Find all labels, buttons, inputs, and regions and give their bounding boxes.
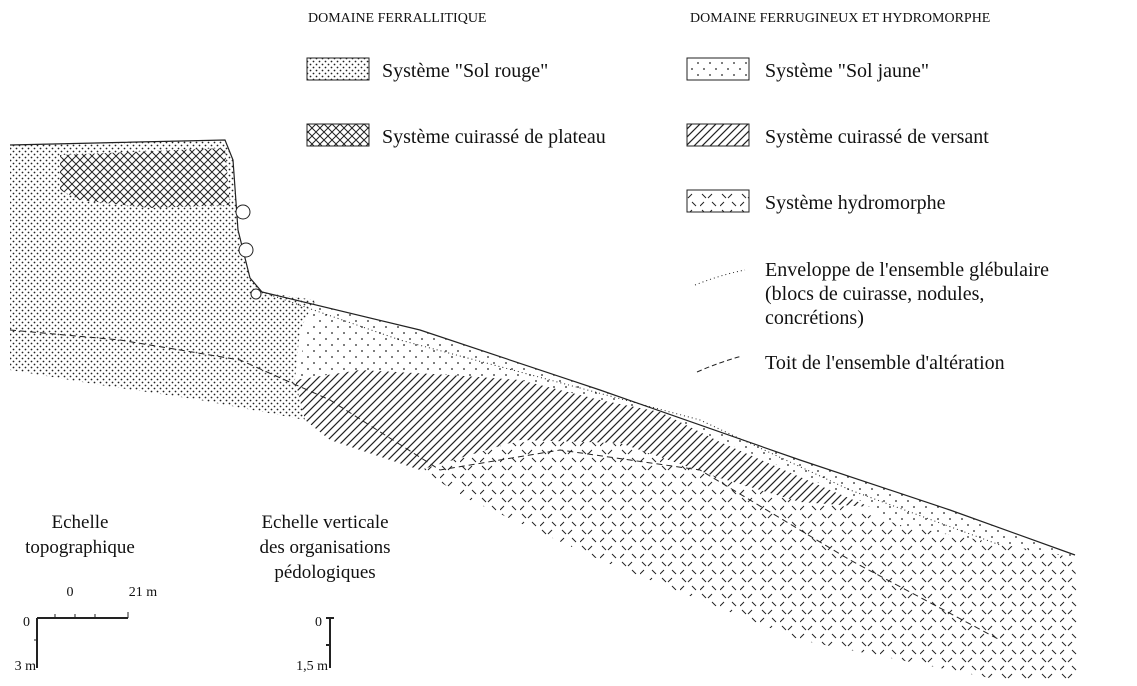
legend-label: Système "Sol jaune" xyxy=(765,60,929,82)
scale-label: 0 xyxy=(315,615,322,630)
legend-label: Système cuirassé de plateau xyxy=(382,126,606,148)
scale-title: Echelle verticale xyxy=(261,512,388,533)
scale-title: pédologiques xyxy=(274,562,375,583)
block xyxy=(238,242,254,258)
scale-title: topographique xyxy=(25,537,135,558)
profile xyxy=(9,139,1080,680)
versant-area xyxy=(295,370,870,507)
sol-rouge-area xyxy=(10,140,315,420)
legend-label: Système hydromorphe xyxy=(765,192,946,214)
legend-swatch xyxy=(686,57,750,81)
group-title: DOMAINE FERRALLITIQUE xyxy=(308,11,486,26)
legend-swatch xyxy=(306,123,370,147)
sol-jaune-area xyxy=(262,292,1075,562)
line-legend-label: Enveloppe de l'ensemble glébulaire xyxy=(765,259,1049,281)
scale-title: Echelle xyxy=(52,512,109,533)
group-title: DOMAINE FERRUGINEUX ET HYDROMORPHE xyxy=(690,11,990,26)
alteration-line xyxy=(9,329,1001,641)
topo-scale-bar xyxy=(34,612,129,668)
line-legend-label: Toit de l'ensemble d'altération xyxy=(765,352,1005,374)
scale-label: 21 m xyxy=(129,585,158,600)
scale-label: 1,5 m xyxy=(296,659,328,674)
scale-label: 0 xyxy=(23,615,30,630)
line-swatch xyxy=(696,355,743,373)
legend-swatch xyxy=(306,57,370,81)
glebular-line xyxy=(261,291,1001,546)
legend-label: Système "Sol rouge" xyxy=(382,60,548,82)
line-legend-label: concrétions) xyxy=(765,307,864,329)
line-legend-label: (blocs de cuirasse, nodules, xyxy=(765,283,984,305)
plateau-area xyxy=(60,148,230,208)
legend-label: Système cuirassé de versant xyxy=(765,126,989,148)
vertical-scale-bar xyxy=(326,617,334,668)
scale-label: 0 xyxy=(67,585,74,600)
legend-swatch xyxy=(686,123,750,147)
scale-title: des organisations xyxy=(259,537,390,558)
scale-label: 3 m xyxy=(15,659,37,674)
block xyxy=(250,288,262,300)
line-swatch xyxy=(694,269,746,286)
legend-swatch xyxy=(686,189,750,213)
block xyxy=(235,204,251,220)
hydromorphe-area xyxy=(420,440,1080,680)
